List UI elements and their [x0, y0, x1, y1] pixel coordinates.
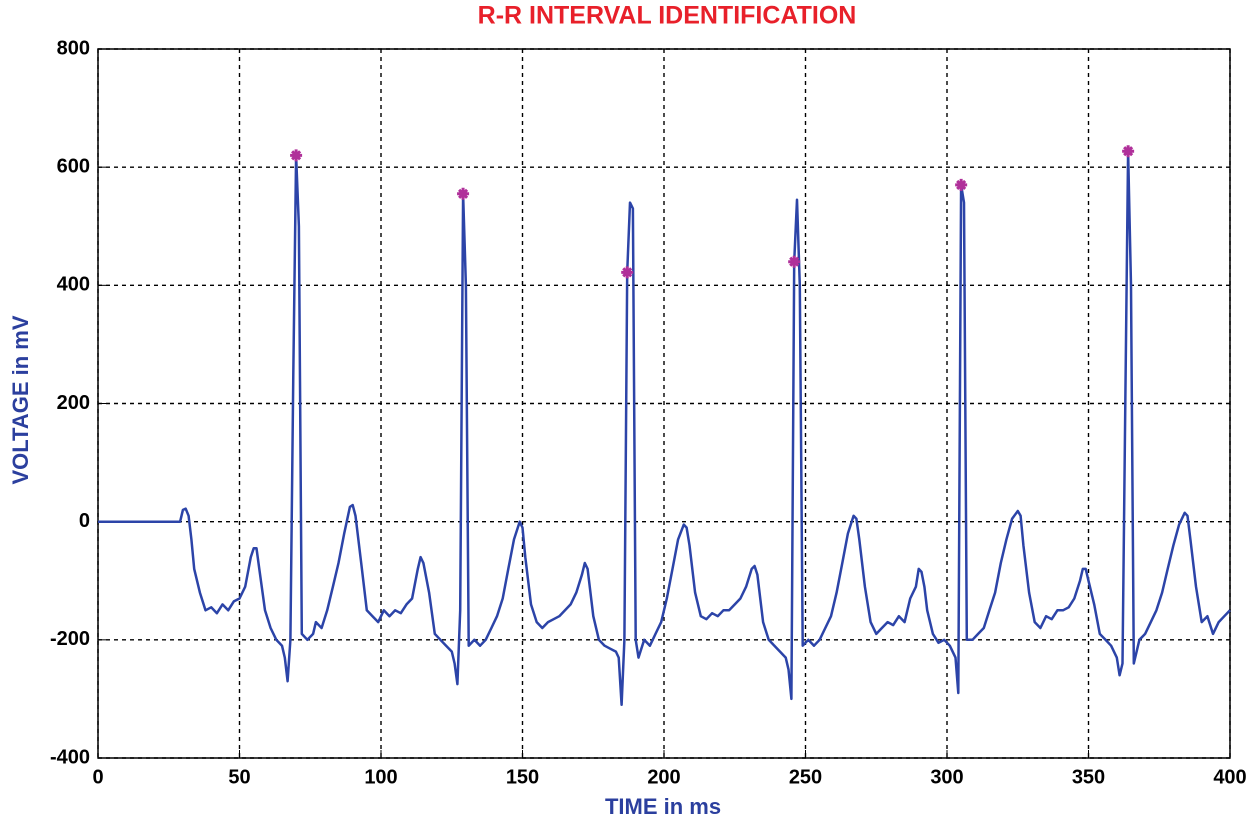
y-tick-label: 600	[57, 155, 90, 177]
r-peak-marker	[788, 255, 801, 268]
y-tick-label: 400	[57, 274, 90, 296]
y-tick-label: 800	[57, 37, 90, 59]
y-tick-label: -400	[50, 746, 90, 768]
x-tick-label: 250	[789, 766, 822, 788]
r-peak-marker	[290, 149, 303, 162]
x-tick-label: 350	[1072, 766, 1105, 788]
r-peak-marker	[1122, 145, 1135, 158]
r-peak-marker	[621, 266, 634, 279]
x-tick-label: 200	[647, 766, 680, 788]
x-tick-label: 300	[930, 766, 963, 788]
r-peak-marker	[457, 187, 470, 200]
y-tick-label: 0	[79, 510, 90, 532]
x-tick-label: 50	[228, 766, 250, 788]
x-tick-label: 400	[1213, 766, 1246, 788]
x-tick-label: 150	[506, 766, 539, 788]
x-tick-label: 0	[92, 766, 103, 788]
plot-frame	[97, 48, 1231, 759]
y-tick-label: 200	[57, 392, 90, 414]
y-tick-label: -200	[50, 628, 90, 650]
x-tick-label: 100	[364, 766, 397, 788]
y-axis-label: VOLTAGE in mV	[8, 315, 33, 484]
r-peak-marker	[955, 178, 968, 191]
chart-title: R-R INTERVAL IDENTIFICATION	[478, 2, 857, 30]
x-axis-label: TIME in ms	[605, 794, 721, 819]
ecg-line	[98, 149, 1231, 707]
